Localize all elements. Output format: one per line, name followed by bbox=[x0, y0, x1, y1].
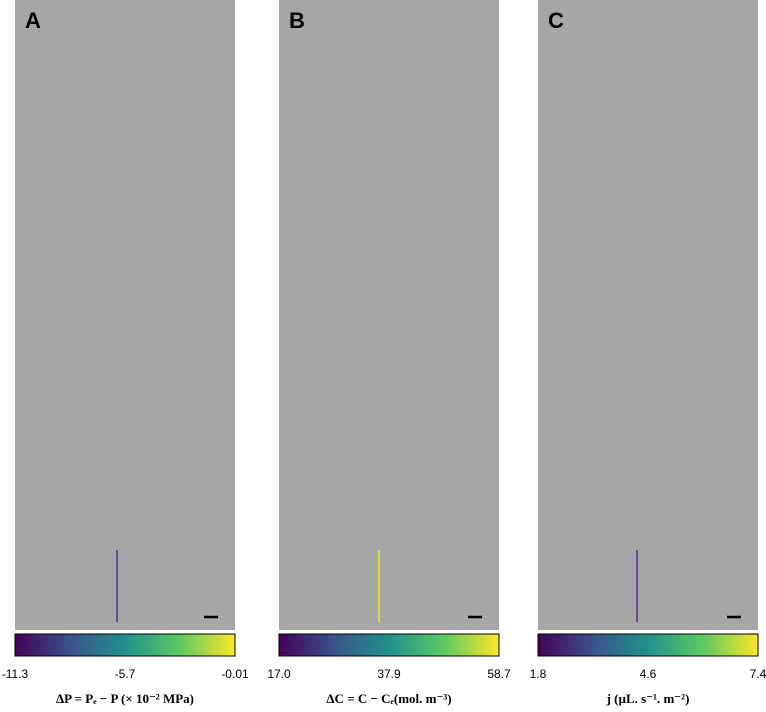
colorbar-tick-label: -11.3 bbox=[2, 667, 29, 681]
colorbar-title: ΔP = Pₑ − P (× 10⁻² MPa) bbox=[56, 691, 194, 706]
colorbar bbox=[537, 633, 759, 657]
panel-label: A bbox=[25, 8, 41, 33]
panel-label: C bbox=[548, 8, 564, 33]
panel-background bbox=[538, 0, 758, 630]
colorbar-tick-label: -0.01 bbox=[221, 667, 249, 681]
panel: A -11.3 -5.7 -0.01 ΔP = Pₑ − P (× 10⁻² MPa) bbox=[2, 0, 249, 706]
colorbar-tick-label: 7.4 bbox=[750, 667, 766, 681]
colorbar-tick-label: -5.7 bbox=[115, 667, 136, 681]
colorbar-title: ΔC = C − Cₑ(mol. m⁻³) bbox=[326, 691, 451, 706]
colorbar-tick-label: 1.8 bbox=[530, 667, 547, 681]
panel: B 17.0 37.9 58.7 ΔC = C − Cₑ(mol. m⁻³) bbox=[267, 0, 511, 706]
colorbar-tick-label: 17.0 bbox=[267, 667, 291, 681]
panel-label: B bbox=[289, 8, 305, 33]
colorbar-tick-label: 37.9 bbox=[377, 667, 401, 681]
colorbar bbox=[14, 633, 236, 657]
colorbar-tick-label: 58.7 bbox=[487, 667, 511, 681]
panel: C 1.8 4.6 7.4 j (µL. s⁻¹. m⁻²) bbox=[530, 0, 766, 706]
colorbar bbox=[278, 633, 500, 657]
colorbar-tick-label: 4.6 bbox=[640, 667, 657, 681]
colorbar-title: j (µL. s⁻¹. m⁻²) bbox=[606, 691, 690, 706]
panel-background bbox=[279, 0, 499, 630]
panel-background bbox=[15, 0, 235, 630]
